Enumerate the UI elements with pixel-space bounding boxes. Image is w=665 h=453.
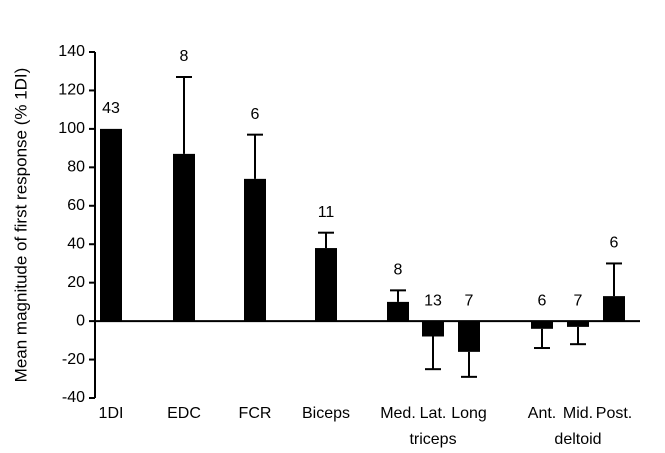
y-tick-label: 60 xyxy=(67,197,85,214)
y-tick-label: 140 xyxy=(58,43,85,60)
bar xyxy=(387,301,409,322)
y-tick-label: -20 xyxy=(62,351,85,368)
y-tick-label: 100 xyxy=(58,120,85,137)
y-tick-label: 80 xyxy=(67,159,85,176)
count-label: 8 xyxy=(394,262,403,279)
count-label: 6 xyxy=(610,235,619,252)
count-label: 13 xyxy=(424,292,442,309)
x-tick-label: Biceps xyxy=(302,405,350,422)
count-label: 43 xyxy=(102,100,120,117)
count-label: 7 xyxy=(574,292,583,309)
y-tick-label: 0 xyxy=(76,312,85,329)
x-tick-label: Lat. xyxy=(420,405,447,422)
count-label: 7 xyxy=(465,292,474,309)
count-label: 6 xyxy=(538,292,547,309)
y-tick-label: -40 xyxy=(62,389,85,406)
x-tick-label: Med. xyxy=(380,405,416,422)
x-tick-label: Mid. xyxy=(563,405,593,422)
bar xyxy=(173,153,195,322)
x-tick-label: FCR xyxy=(239,405,272,422)
y-tick-label: 40 xyxy=(67,235,85,252)
x-tick-label: Post. xyxy=(596,405,632,422)
bar xyxy=(100,128,122,322)
y-axis-label: Mean magnitude of first response (% 1DI) xyxy=(11,68,30,383)
count-label: 11 xyxy=(318,204,335,221)
bar xyxy=(458,321,480,352)
count-label: 6 xyxy=(251,106,260,123)
y-tick-label: 20 xyxy=(67,274,85,291)
count-label: 8 xyxy=(180,48,189,65)
y-tick-label: 120 xyxy=(58,82,85,99)
group-label: deltoid xyxy=(554,431,601,448)
bar xyxy=(531,321,553,329)
bar xyxy=(603,296,625,322)
x-tick-label: Long xyxy=(451,405,487,422)
group-label: triceps xyxy=(409,431,456,448)
x-tick-label: EDC xyxy=(167,405,201,422)
bar xyxy=(315,248,337,322)
bar xyxy=(244,178,266,322)
x-tick-label: 1DI xyxy=(99,405,124,422)
bar xyxy=(567,321,589,327)
bar xyxy=(422,321,444,337)
x-tick-label: Ant. xyxy=(528,405,556,422)
